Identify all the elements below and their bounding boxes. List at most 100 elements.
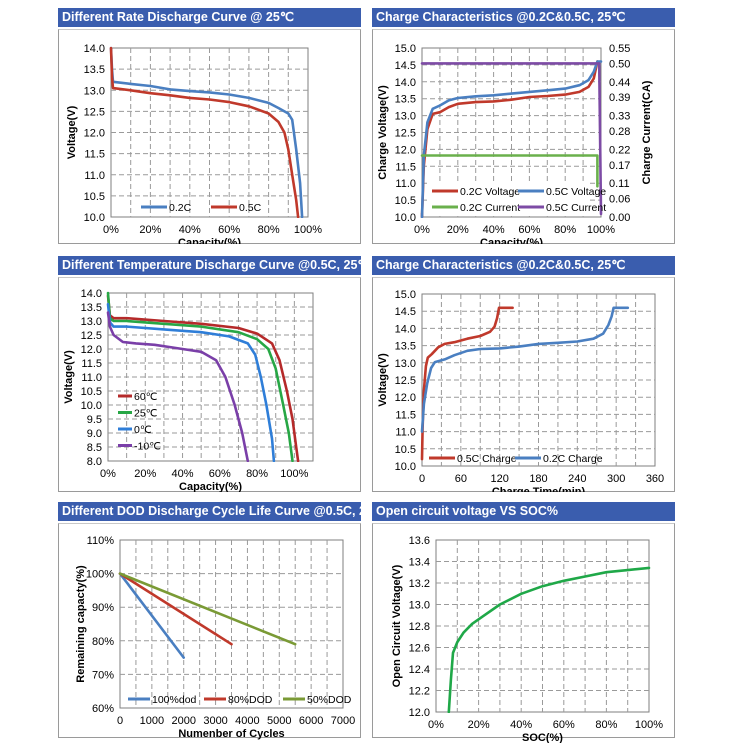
y-tick-label: 12.6 — [409, 643, 430, 655]
legend-label: 100%dod — [152, 694, 197, 706]
y-tick-label: 10.0 — [84, 212, 105, 224]
x-tick-label: 360 — [646, 473, 664, 485]
x-tick-label: 60% — [218, 224, 240, 236]
x-tick-label: 80% — [246, 468, 268, 480]
x-tick-label: 40% — [483, 224, 505, 236]
series-line-ocv — [447, 566, 651, 713]
y-tick-label: 11.5 — [84, 149, 105, 161]
y2-tick-label: 0.28 — [609, 126, 630, 138]
y-tick-label: 12.5 — [81, 330, 102, 342]
y-tick-label: 12.8 — [409, 621, 430, 633]
legend-label: 0.5C Charge — [457, 453, 517, 465]
y-tick-label: 13.0 — [81, 316, 102, 328]
panel-frame — [58, 523, 361, 738]
series-line-0- — [106, 302, 276, 462]
y-tick-label: 14.5 — [395, 60, 416, 72]
y-axis-label: Voltage(V) — [377, 353, 389, 407]
y-tick-label: 13.5 — [84, 64, 105, 76]
legend-label: 0.2C Voltage — [460, 186, 520, 198]
x-tick-label: 80% — [258, 224, 280, 236]
x-tick-label: 20% — [468, 719, 490, 731]
y-tick-label: 12.0 — [395, 392, 416, 404]
chart-ocv-soc: 12.0 12.2 12.4 12.6 12.8 13.0 13.2 13.4 13.6 0% 20… — [391, 535, 663, 743]
legend-label: 0.2C — [169, 202, 192, 214]
y-tick-label: 10.5 — [395, 444, 416, 456]
y-tick-label: 11.0 — [395, 427, 416, 439]
series-line-0-2c — [109, 46, 304, 218]
y2-tick-label: 0.55 — [609, 43, 630, 55]
x-axis-label: Capacity(%) — [480, 237, 543, 244]
y2-tick-label: 0.11 — [609, 178, 630, 190]
x-axis-label: Capacity(%) — [178, 237, 241, 244]
x-tick-label: 80% — [554, 224, 576, 236]
series-line-50-dod — [118, 572, 297, 646]
series-line-0-5c-current — [420, 62, 603, 216]
legend-box — [429, 182, 590, 215]
legend-label: 0.2C Current — [460, 202, 520, 214]
y-tick-label: 13.0 — [409, 600, 430, 612]
y-tick-label: 13.5 — [395, 341, 416, 353]
y-tick-label: 15.0 — [395, 43, 416, 55]
y-tick-label: 8.0 — [87, 456, 102, 468]
x-tick-label: 20% — [139, 224, 161, 236]
x-tick-label: 300 — [607, 473, 625, 485]
x-tick-label: 4000 — [235, 715, 259, 727]
x-tick-label: 20% — [447, 224, 469, 236]
y-tick-label: 12.5 — [395, 375, 416, 387]
y-tick-label: 12.0 — [81, 344, 102, 356]
panel-frame — [372, 277, 675, 492]
y2-tick-label: 0.39 — [609, 92, 630, 104]
y2-tick-label: 0.17 — [609, 160, 630, 172]
y2-tick-label: 0.33 — [609, 111, 630, 123]
y-tick-label: 14.0 — [395, 323, 416, 335]
y-tick-label: 14.5 — [395, 306, 416, 318]
legend-label: 60℃ — [134, 391, 158, 403]
x-tick-label: 0 — [117, 715, 123, 727]
legend-label: 0.5C Voltage — [546, 186, 606, 198]
y2-tick-label: 0.00 — [609, 212, 630, 224]
x-tick-label: 0% — [428, 719, 444, 731]
y-tick-label: 12.4 — [409, 664, 430, 676]
series-line-0-2c-charge — [420, 306, 630, 433]
y-tick-label: 80% — [92, 636, 114, 648]
x-tick-label: 100% — [294, 224, 322, 236]
panel-frame — [372, 29, 675, 244]
y-tick-label: 11.0 — [84, 170, 105, 182]
x-tick-label: 6000 — [299, 715, 323, 727]
y-tick-label: 11.5 — [81, 358, 102, 370]
x-tick-label: 40% — [179, 224, 201, 236]
panel-dod-cycle-life: Different DOD Discharge Cycle Life Curve… — [58, 502, 361, 740]
x-tick-label: 3000 — [203, 715, 227, 727]
y-tick-label: 13.2 — [409, 578, 430, 590]
y-tick-label: 10.5 — [84, 191, 105, 203]
series-line-80-dod — [118, 572, 233, 646]
y-tick-label: 13.0 — [84, 85, 105, 97]
y-tick-label: 10.5 — [395, 195, 416, 207]
y-tick-label: 60% — [92, 703, 114, 715]
x-tick-label: 5000 — [267, 715, 291, 727]
y-tick-label: 13.0 — [395, 358, 416, 370]
legend-label: 0.5C Current — [546, 202, 606, 214]
chart-charge-capacity: 10.0 10.5 11.0 11.5 12.0 12.5 13.0 13.5 14.0 14.5… — [377, 43, 653, 244]
y-tick-label: 13.6 — [409, 535, 430, 547]
y-tick-label: 12.0 — [84, 128, 105, 140]
x-tick-label: 0% — [414, 224, 430, 236]
x-tick-label: 40% — [510, 719, 532, 731]
y-tick-label: 10.5 — [81, 386, 102, 398]
chart-rate-discharge: 10.0 10.5 11.0 11.5 12.0 12.5 13.0 13.5 14.0 0% 20… — [66, 43, 322, 244]
chart-dod-cycle-life: 60% 70% 80% 90% 100% 110% 0 1000 2000 3000 4000 500… — [75, 535, 355, 740]
panel-frame — [58, 29, 361, 244]
x-tick-label: 80% — [595, 719, 617, 731]
legend-label: 0.2C Charge — [543, 453, 603, 465]
legend-label: 50%DOD — [307, 694, 352, 706]
y-tick-label: 12.0 — [395, 144, 416, 156]
y-tick-label: 11.5 — [395, 161, 416, 173]
x-tick-label: 7000 — [331, 715, 355, 727]
x-tick-label: 100% — [280, 468, 308, 480]
x-tick-label: 60% — [209, 468, 231, 480]
series-line-0-5c — [109, 46, 300, 218]
x-axis-label: Capacity(%) — [179, 481, 242, 492]
y-axis-label: Open Circuit Voltage(V) — [391, 564, 403, 687]
x-tick-label: 60% — [553, 719, 575, 731]
x-tick-label: 60% — [518, 224, 540, 236]
